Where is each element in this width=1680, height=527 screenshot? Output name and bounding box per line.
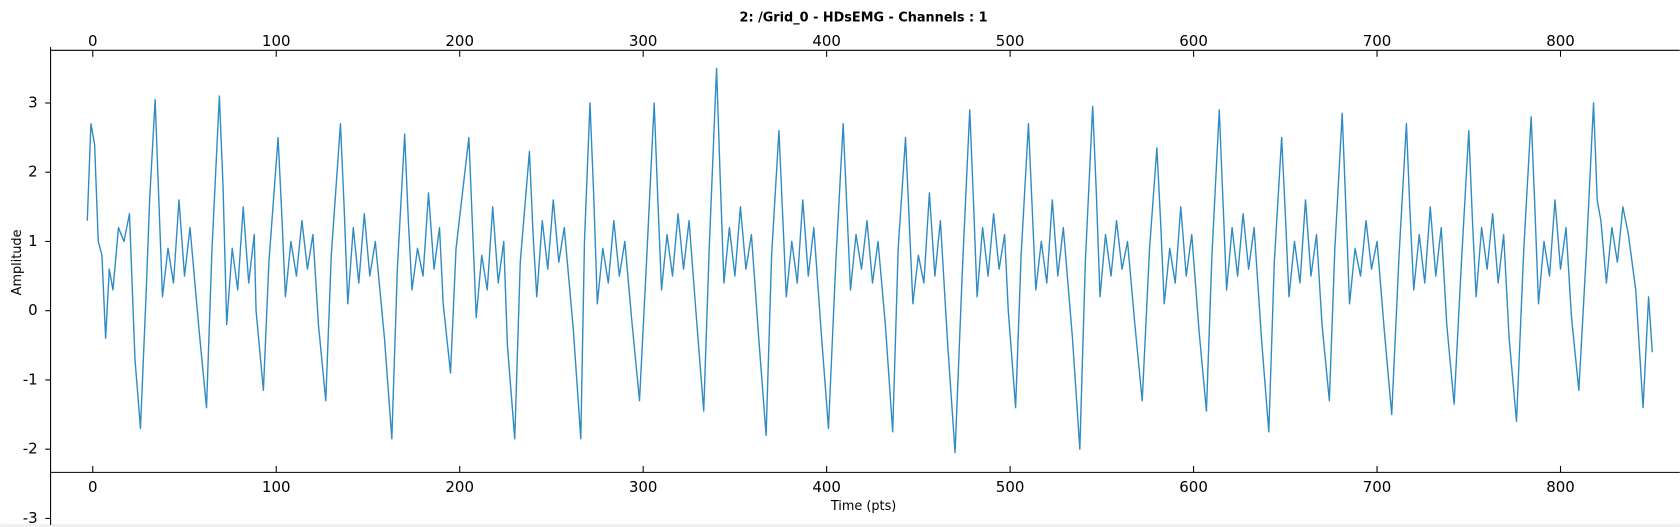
y-tick-label: 0: [28, 301, 38, 319]
x-tick-label-bottom: 300: [629, 478, 658, 496]
chart-title: 2: /Grid_0 - HDsEMG - Channels : 1: [740, 11, 988, 26]
x-tick-label-top: 600: [1179, 32, 1208, 50]
y-tick-label: 2: [28, 163, 38, 181]
x-tick-label-bottom: 400: [812, 478, 841, 496]
y-tick-label: 3: [28, 93, 38, 111]
y-tick-label: 1: [28, 232, 38, 250]
x-tick-label-bottom: 500: [996, 478, 1025, 496]
x-tick-label-top: 400: [812, 32, 841, 50]
y-tick-label: -2: [23, 440, 38, 458]
y-tick-label: -1: [23, 370, 38, 388]
x-tick-label-bottom: 700: [1363, 478, 1392, 496]
x-tick-label-bottom: 800: [1546, 478, 1575, 496]
x-tick-label-top: 800: [1546, 32, 1575, 50]
x-tick-label-top: 500: [996, 32, 1025, 50]
x-tick-label-bottom: 600: [1179, 478, 1208, 496]
y-tick-label: -3: [23, 509, 38, 527]
x-axis-label: Time (pts): [830, 499, 896, 514]
x-tick-label-bottom: 200: [445, 478, 474, 496]
y-axis-label: Amplitude: [10, 229, 25, 295]
x-tick-label-top: 200: [445, 32, 474, 50]
x-tick-label-bottom: 100: [262, 478, 291, 496]
x-tick-label-top: 100: [262, 32, 291, 50]
x-tick-label-bottom: 0: [88, 478, 98, 496]
status-strip: [0, 523, 1680, 527]
x-tick-label-top: 700: [1363, 32, 1392, 50]
signal-line: [86, 67, 1653, 454]
x-tick-label-top: 300: [629, 32, 658, 50]
x-tick-label-top: 0: [88, 32, 98, 50]
